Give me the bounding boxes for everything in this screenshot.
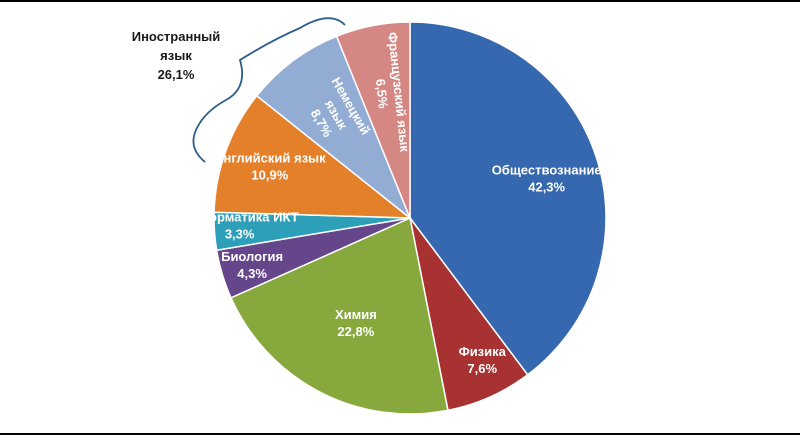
pie-label-2-line-1: Физика [459,344,507,359]
pie-label-1-line-2: 42,3% [528,179,565,194]
group-label-line-2: язык [160,48,192,63]
pie-label-5: Информатика ИКТ 3,3% [181,209,299,241]
pie-label-5-line-1: Информатика ИКТ [181,209,299,224]
pie-label-8-line-2: 6,5% [373,78,391,109]
pie-label-2: Физика 7,6% [459,344,507,376]
pie-label-3-line-1: Химия [335,307,377,322]
pie-label-3: Химия 22,8% [335,307,377,339]
pie-label-4-line-2: 4,3% [237,266,267,281]
pie-label-5-line-2: 3,3% [225,226,255,241]
group-label-line-3: 26,1% [158,67,195,82]
pie-label-6-line-1: Английский язык [214,151,326,166]
pie-slice-1 [409,21,607,376]
pie-label-4: Биология 4,3% [221,249,283,281]
group-annotation: Иностранный язык 26,1% [132,17,346,163]
pie-label-6: Английский язык 10,9% [214,151,326,183]
pie-label-1-line-1: Обществознание [492,162,602,177]
pie-label-2-line-2: 7,6% [467,361,497,376]
pie-slices [213,21,607,415]
group-brace [192,17,346,163]
pie-slice-7 [255,35,412,221]
pie-label-3-line-2: 22,8% [337,324,374,339]
pie-slice-8 [335,21,411,219]
group-label-line-1: Иностранный [132,29,221,44]
pie-label-6-line-2: 10,9% [251,168,288,183]
pie-label-4-line-1: Биология [221,249,283,264]
pie-slice-6 [213,94,413,219]
pie-slice-3 [229,216,449,415]
pie-label-1: Обществознание 42,3% [492,162,602,194]
